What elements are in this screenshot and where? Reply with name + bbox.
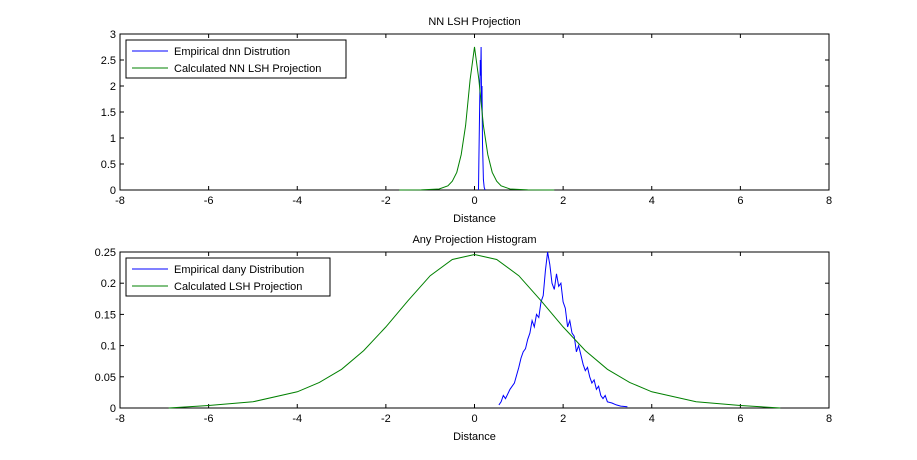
y-tick-label: 0.25 (95, 247, 116, 259)
x-tick-label: 4 (649, 413, 655, 425)
legend-box (125, 257, 331, 297)
x-tick-label: 6 (737, 413, 743, 425)
x-tick-label: 0 (471, 413, 477, 425)
x-tick-label: 8 (826, 413, 832, 425)
legend-entry: Empirical dnn Distrution (174, 46, 290, 58)
x-axis-label: Distance (453, 213, 496, 225)
x-tick-label: -6 (204, 413, 214, 425)
y-tick-label: 0 (110, 185, 116, 197)
y-tick-label: 0.5 (101, 159, 116, 171)
x-tick-label: -6 (204, 195, 214, 207)
y-tick-label: 0.15 (95, 309, 116, 321)
y-tick-label: 1.5 (101, 107, 116, 119)
y-tick-label: 2 (110, 81, 116, 93)
series-line-2 (168, 253, 781, 409)
chart-title: NN LSH Projection (428, 16, 520, 28)
y-tick-label: 0.05 (95, 372, 116, 384)
x-tick-label: 2 (560, 413, 566, 425)
y-tick-label: 0 (110, 403, 116, 415)
subplot-2: -8 -6 -4 -2 0 2 4 6 8 0 0.05 0.1 0.15 0.2 0.25 Any Proj… (95, 234, 832, 443)
legend-box (125, 39, 347, 79)
x-tick-label: 8 (826, 195, 832, 207)
series-line-1 (478, 46, 486, 191)
chart-title: Any Projection Histogram (412, 234, 536, 246)
legend-entry: Calculated NN LSH Projection (174, 63, 321, 75)
y-tick-label: 0.1 (101, 341, 116, 353)
y-tick-label: 3 (110, 29, 116, 41)
y-tick-label: 1 (110, 133, 116, 145)
x-tick-label: -4 (292, 413, 302, 425)
x-tick-label: 4 (649, 195, 655, 207)
x-tick-label: 2 (560, 195, 566, 207)
x-tick-label: -4 (292, 195, 302, 207)
x-tick-label: 0 (471, 195, 477, 207)
series-line-2 (399, 46, 555, 191)
legend-entry: Calculated LSH Projection (174, 281, 302, 293)
x-tick-label: -2 (381, 195, 391, 207)
legend: Empirical dany Distribution Calculated LS… (125, 257, 331, 297)
y-tick-label: 0.2 (101, 278, 116, 290)
series-line-1 (498, 251, 628, 408)
legend: Empirical dnn Distrution Calculated NN LS… (125, 39, 347, 79)
legend-entry: Empirical dany Distribution (174, 264, 304, 276)
y-tick-label: 2.5 (101, 55, 116, 67)
subplot-1: -8 -6 -4 -2 0 2 4 6 8 0 0.5 1 1.5 2 2.5 3 NN LSH Project… (101, 16, 832, 225)
x-tick-label: -8 (115, 413, 125, 425)
x-tick-label: -8 (115, 195, 125, 207)
x-tick-label: 6 (737, 195, 743, 207)
x-tick-label: -2 (381, 413, 391, 425)
x-axis-label: Distance (453, 431, 496, 443)
